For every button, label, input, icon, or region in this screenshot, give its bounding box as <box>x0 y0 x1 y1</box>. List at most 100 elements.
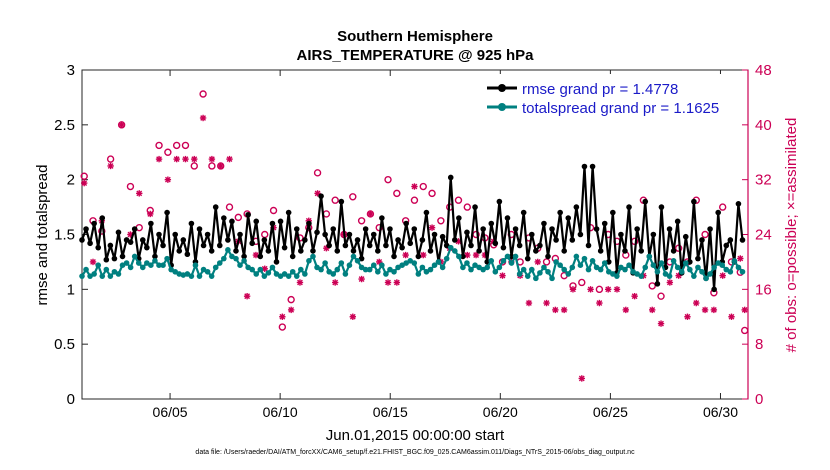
point-totalspread <box>366 266 373 273</box>
point-totalspread <box>512 253 519 260</box>
point-totalspread <box>346 262 353 269</box>
point-totalspread <box>601 260 608 266</box>
point-totalspread <box>646 253 653 260</box>
point-totalspread <box>233 255 239 262</box>
point-totalspread <box>103 266 110 273</box>
point-rmse <box>456 215 462 221</box>
point-rmse <box>180 237 187 243</box>
point-rmse <box>516 242 523 249</box>
point-totalspread <box>257 266 264 273</box>
point-totalspread <box>443 255 450 262</box>
point-rmse <box>711 286 717 293</box>
point-rmse <box>500 244 507 251</box>
point-rmse <box>707 226 713 232</box>
point-rmse <box>91 220 97 227</box>
point-totalspread <box>711 264 717 271</box>
point-totalspread <box>650 262 657 269</box>
point-totalspread <box>695 264 701 271</box>
obs-assimilated-marker <box>349 313 357 320</box>
point-rmse <box>338 198 345 205</box>
point-totalspread <box>285 273 292 279</box>
point-rmse <box>241 253 247 260</box>
point-rmse <box>739 237 746 243</box>
obs-possible-marker <box>164 148 172 156</box>
point-rmse <box>541 220 547 227</box>
point-totalspread <box>516 271 523 277</box>
point-rmse <box>196 226 203 232</box>
obs-assimilated-marker <box>428 224 436 231</box>
point-totalspread <box>666 273 673 279</box>
point-rmse <box>306 220 312 227</box>
point-rmse <box>354 237 361 243</box>
point-rmse <box>512 226 519 232</box>
y-tick-label: 2 <box>67 172 75 189</box>
point-rmse <box>127 239 134 245</box>
obs-assimilated-marker <box>147 210 154 218</box>
obs-assimilated-marker <box>199 114 207 122</box>
obs-assimilated-marker <box>182 155 189 163</box>
point-totalspread <box>654 268 661 275</box>
legend-box <box>482 74 744 116</box>
obs-possible-marker <box>718 203 727 211</box>
point-totalspread <box>83 266 89 273</box>
point-rmse <box>488 220 495 227</box>
point-rmse <box>618 231 624 238</box>
point-rmse <box>585 242 592 249</box>
point-rmse <box>504 215 511 221</box>
point-rmse <box>285 209 292 216</box>
obs-assimilated-marker <box>666 279 674 286</box>
point-rmse <box>476 248 482 254</box>
y-tick-label-right: 8 <box>755 336 763 353</box>
point-rmse <box>642 198 649 205</box>
point-rmse <box>565 215 572 221</box>
point-rmse <box>216 242 223 249</box>
point-rmse <box>387 226 393 232</box>
obs-possible-marker <box>357 217 366 225</box>
point-rmse <box>727 237 734 243</box>
point-rmse <box>468 242 474 249</box>
point-rmse <box>654 281 661 287</box>
obs-possible-marker <box>542 258 551 266</box>
y-tick-label: 0 <box>67 391 75 408</box>
point-totalspread <box>735 264 742 271</box>
point-totalspread <box>537 270 543 276</box>
point-rmse <box>375 248 381 254</box>
point-totalspread <box>427 266 434 273</box>
point-rmse <box>265 248 272 254</box>
point-rmse <box>528 231 535 238</box>
point-totalspread <box>123 260 130 266</box>
obs-possible-marker <box>701 230 709 239</box>
obs-possible-marker <box>106 155 115 163</box>
point-totalspread <box>468 266 474 273</box>
obs-possible-marker <box>208 162 216 170</box>
point-rmse <box>723 242 730 249</box>
point-rmse <box>144 244 150 251</box>
x-axis-label: Jun.01,2015 00:00:00 start <box>326 427 505 444</box>
point-totalspread <box>298 266 304 273</box>
point-totalspread <box>330 271 337 277</box>
point-totalspread <box>107 273 114 279</box>
point-totalspread <box>225 247 231 253</box>
point-rmse <box>204 231 211 238</box>
point-rmse <box>460 253 466 260</box>
point-rmse <box>411 226 418 232</box>
point-totalspread <box>727 268 734 275</box>
obs-assimilated-marker <box>701 306 709 314</box>
point-rmse <box>229 218 235 225</box>
y-axis-label-right: # of obs: o=possible; ×=assimilated <box>783 118 800 353</box>
point-rmse <box>379 215 385 221</box>
point-rmse <box>403 220 409 227</box>
x-tick-label: 06/15 <box>373 404 408 420</box>
obs-assimilated-marker <box>217 162 224 170</box>
y-tick-label-right: 32 <box>755 172 772 189</box>
point-rmse <box>346 231 353 238</box>
obs-assimilated-marker <box>741 306 748 314</box>
obs-possible-marker <box>595 285 604 294</box>
obs-assimilated-marker <box>393 279 401 286</box>
point-totalspread <box>221 255 227 262</box>
point-totalspread <box>638 273 644 279</box>
point-rmse <box>533 248 539 254</box>
point-rmse <box>200 242 207 249</box>
point-rmse <box>573 204 580 210</box>
point-rmse <box>233 248 239 254</box>
